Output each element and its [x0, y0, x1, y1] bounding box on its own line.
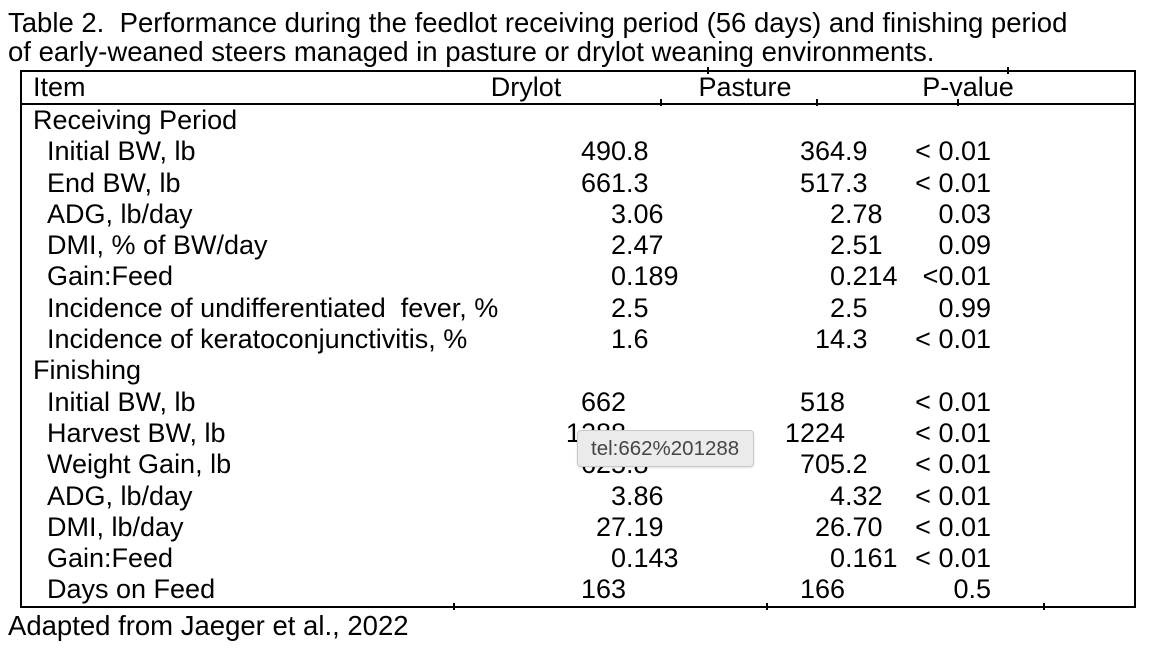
- column-header-drylot: Drylot: [490, 72, 562, 102]
- table-row: Days on Feed 163 166 0.5: [22, 574, 1134, 605]
- table-caption-line-2: of early-weaned steers managed in pastur…: [8, 36, 935, 67]
- pvalue-value: 0.09: [938, 230, 991, 261]
- pvalue-value: < 0.01: [915, 449, 991, 480]
- row-label: Initial BW, lb: [47, 386, 196, 417]
- pvalue-value: < 0.01: [915, 417, 991, 448]
- column-divider-tick: [766, 603, 768, 610]
- drylot-value: 2.47: [610, 230, 664, 261]
- table-row: End BW, lb 661.3 517.3 < 0.01: [22, 168, 1134, 199]
- data-table: Item Drylot Pasture P-value Receiving Pe…: [20, 70, 1136, 608]
- column-divider-tick: [660, 99, 662, 106]
- table-row: DMI, % of BW/day 2.47 2.51 0.09: [22, 230, 1134, 261]
- pasture-value: 166: [799, 574, 845, 605]
- drylot-value: 3.86: [610, 480, 664, 511]
- pasture-value: 2.78: [829, 198, 883, 229]
- drylot-value: 3.06: [610, 198, 664, 229]
- pvalue-value: < 0.01: [915, 167, 991, 198]
- column-header-pasture: Pasture: [698, 72, 792, 102]
- column-divider-tick: [707, 67, 709, 74]
- pvalue-value: < 0.01: [915, 543, 991, 574]
- table-row: DMI, lb/day 27.19 26.70 < 0.01: [22, 512, 1134, 543]
- table-row: Gain:Feed 0.189 0.214 <0.01: [22, 261, 1134, 292]
- row-label: Incidence of keratoconjunctivitis, %: [47, 324, 468, 355]
- row-label: Initial BW, lb: [47, 136, 196, 167]
- drylot-value: 163: [580, 574, 626, 605]
- link-url-tooltip: tel:662%201288: [577, 430, 755, 467]
- row-label: Finishing: [33, 355, 142, 386]
- pasture-value: 705.2: [799, 449, 868, 480]
- column-header-item: Item: [33, 72, 86, 102]
- table-row: Gain:Feed 0.143 0.161 < 0.01: [22, 543, 1134, 574]
- row-label: Harvest BW, lb: [47, 417, 226, 448]
- table-row: ADG, lb/day 3.06 2.78 0.03: [22, 199, 1134, 230]
- drylot-value: 27.19: [595, 511, 664, 542]
- row-label: ADG, lb/day: [47, 198, 193, 229]
- pasture-value: 2.5: [829, 292, 868, 323]
- row-label: Weight Gain, lb: [47, 449, 232, 480]
- pvalue-value: 0.5: [953, 574, 991, 605]
- pasture-value: 4.32: [829, 480, 883, 511]
- table-row: ADG, lb/day 3.86 4.32 < 0.01: [22, 481, 1134, 512]
- pasture-value: 26.70: [814, 511, 883, 542]
- row-label: DMI, lb/day: [47, 511, 184, 542]
- pasture-value: 14.3: [814, 324, 868, 355]
- table-row: Receiving Period: [22, 105, 1134, 136]
- drylot-value: 0.189: [610, 261, 679, 292]
- row-label: End BW, lb: [47, 167, 181, 198]
- column-header-pvalue: P-value: [922, 72, 1014, 102]
- pasture-value: 517.3: [799, 167, 868, 198]
- pasture-value: 0.161: [829, 543, 898, 574]
- pasture-value: 0.214: [829, 261, 898, 292]
- row-label: ADG, lb/day: [47, 480, 193, 511]
- pasture-value: 2.51: [829, 230, 883, 261]
- table-row: Initial BW, lb 490.8 364.9 < 0.01: [22, 136, 1134, 167]
- pvalue-value: < 0.01: [915, 386, 991, 417]
- table-row: Incidence of undifferentiated fever, % 2…: [22, 293, 1134, 324]
- pasture-value: 1224: [784, 417, 845, 448]
- table-row: Finishing: [22, 355, 1134, 386]
- pvalue-value: 0.03: [938, 198, 991, 229]
- column-divider-tick: [1007, 67, 1009, 74]
- source-citation: Adapted from Jaeger et al., 2022: [8, 610, 409, 641]
- column-divider-tick: [1043, 603, 1045, 610]
- pasture-value: 364.9: [799, 136, 868, 167]
- column-divider-tick: [816, 99, 818, 106]
- table-header-row: Item Drylot Pasture P-value: [22, 72, 1134, 105]
- row-label: Days on Feed: [47, 574, 216, 605]
- pvalue-value: < 0.01: [915, 136, 991, 167]
- pvalue-value: 0.99: [938, 292, 991, 323]
- pasture-value: 518: [799, 386, 845, 417]
- column-divider-tick: [453, 603, 455, 610]
- row-label: Receiving Period: [33, 105, 238, 135]
- row-label: Gain:Feed: [47, 543, 174, 574]
- row-label: Gain:Feed: [47, 261, 174, 292]
- drylot-value: 662: [580, 386, 626, 417]
- drylot-value: 661.3: [580, 167, 649, 198]
- drylot-value: 490.8: [580, 136, 649, 167]
- drylot-value: 1.6: [610, 324, 649, 355]
- table-rows: Receiving Period Initial BW, lb 490.8 36…: [22, 105, 1134, 606]
- row-label: DMI, % of BW/day: [47, 230, 268, 261]
- drylot-value: 0.143: [610, 543, 679, 574]
- pvalue-value: < 0.01: [915, 480, 991, 511]
- pvalue-value: <0.01: [922, 261, 991, 292]
- column-divider-tick: [957, 99, 959, 106]
- row-label: Incidence of undifferentiated fever, %: [47, 292, 499, 323]
- pvalue-value: < 0.01: [915, 511, 991, 542]
- pvalue-value: < 0.01: [915, 324, 991, 355]
- table-row: Incidence of keratoconjunctivitis, % 1.6…: [22, 324, 1134, 355]
- table-row: Initial BW, lb 662 518 < 0.01: [22, 387, 1134, 418]
- drylot-value: 2.5: [610, 292, 649, 323]
- table-caption-line-1: Table 2. Performance during the feedlot …: [8, 7, 1068, 38]
